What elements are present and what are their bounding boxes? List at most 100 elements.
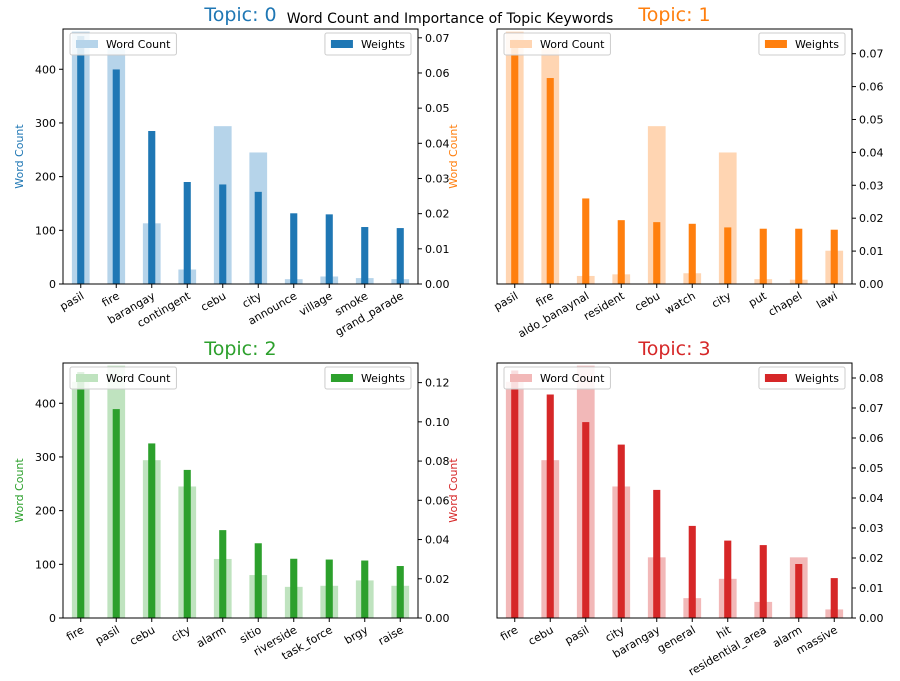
legend-word-count: Word Count (503, 32, 611, 56)
y-tick-label: 300 (35, 451, 56, 464)
y2-tick-label: 0.08 (425, 455, 450, 468)
legend-box (758, 366, 846, 390)
y2-tick-label: 0.04 (859, 492, 884, 505)
y-tick-label: 100 (35, 558, 56, 571)
weight-bar (148, 443, 156, 618)
legend-weights: Weights (324, 366, 412, 390)
x-tick-label: city (709, 289, 733, 310)
y2-tick-label: 0.00 (425, 278, 450, 291)
y2-tick-label: 0.02 (425, 208, 450, 221)
y2-tick-label: 0.04 (425, 534, 450, 547)
legend-swatch (330, 40, 353, 48)
weight-bar (254, 543, 262, 618)
legend-swatch (510, 40, 532, 48)
axes-frame (496, 28, 853, 285)
legend-weights: Weights (758, 32, 846, 56)
weight-bar (617, 444, 625, 618)
weight-bar (396, 228, 404, 284)
legend-word-count: Word Count (69, 32, 177, 56)
x-tick-label: massive (794, 623, 840, 657)
x-tick-label: general (655, 623, 698, 655)
legend-label: Word Count (106, 38, 171, 51)
topic-title: Topic: 1 (637, 4, 710, 26)
legend-box (69, 366, 177, 390)
weight-bar (546, 394, 554, 618)
y2-tick-label: 0.01 (859, 245, 884, 258)
legend-label: Word Count (540, 372, 605, 385)
legend-box (324, 32, 412, 56)
legend-label: Weights (361, 372, 405, 385)
weight-bar (795, 564, 803, 618)
weight-bar (361, 560, 369, 618)
weight-bar (148, 131, 156, 284)
topic-title: Topic: 3 (637, 338, 710, 360)
x-tick-label: alarm (194, 623, 228, 650)
y-axis-label: Word Count (13, 124, 26, 189)
y-axis-label: Word Count (13, 458, 26, 523)
legend-swatch (330, 374, 353, 382)
legend-word-count: Word Count (503, 366, 611, 390)
figure-title: Word Count and Importance of Topic Keywo… (286, 11, 614, 27)
y2-tick-label: 0.04 (859, 146, 884, 159)
weight-bar (183, 469, 191, 618)
legend-box (758, 32, 846, 56)
y2-tick-label: 0.06 (425, 67, 450, 80)
x-tick-label: pasil (93, 623, 122, 647)
y2-tick-label: 0.05 (425, 102, 450, 115)
legend-word-count: Word Count (69, 366, 177, 390)
weight-bar (688, 223, 696, 284)
x-tick-label: cebu (128, 623, 158, 648)
legend-box (69, 32, 177, 56)
weight-bar (361, 227, 369, 284)
y-tick-label: 200 (35, 171, 56, 184)
word-count-bar (718, 152, 737, 284)
x-tick-label: fire (498, 623, 520, 643)
axes-frame (62, 362, 419, 619)
y2-tick-label: 0.00 (425, 612, 450, 625)
weight-bar (183, 182, 191, 284)
legend-box (324, 366, 412, 390)
legend-swatch (764, 374, 787, 382)
weight-bar (830, 578, 838, 618)
topic-panel-3: 0.00 0.01 0.02 0.03 0.04 0.05 0.06 0.07 0.08 fire… (447, 338, 884, 678)
y2-tick-label: 0.08 (859, 372, 884, 385)
weight-bar (77, 36, 85, 284)
y2-tick-label: 0.04 (425, 137, 450, 150)
y-axis-label: Word Count (447, 124, 460, 189)
legend-box (503, 32, 611, 56)
y2-tick-label: 0.07 (859, 402, 884, 415)
x-tick-label: pasil (58, 289, 87, 313)
y-tick-label: 0 (49, 612, 56, 625)
legend-swatch (76, 40, 98, 48)
y2-tick-label: 0.06 (859, 81, 884, 94)
topic-panel-0: 0 100 200 300 400 0.00 0.01 0.02 0.03 0.04 0.05 0.0… (13, 4, 450, 339)
y2-tick-label: 0.05 (859, 113, 884, 126)
x-tick-label: resident (581, 289, 627, 323)
weight-bar (112, 409, 120, 618)
topic-title: Topic: 2 (203, 338, 276, 360)
x-tick-label: fire (100, 289, 122, 309)
legend-label: Word Count (106, 372, 171, 385)
y2-tick-label: 0.03 (859, 522, 884, 535)
y2-tick-label: 0.06 (425, 494, 450, 507)
topic-title: Topic: 0 (203, 4, 276, 26)
weight-bar (653, 222, 661, 284)
weight-bar (396, 566, 404, 618)
weight-bar (724, 540, 732, 618)
weight-bar (290, 213, 298, 284)
topic-panel-1: 0.00 0.01 0.02 0.03 0.04 0.05 0.06 0.07 pasil fir… (447, 4, 884, 340)
x-tick-label: raise (376, 623, 406, 648)
y2-tick-label: 0.06 (859, 432, 884, 445)
legend-weights: Weights (758, 366, 846, 390)
weight-bar (511, 370, 519, 618)
weight-bar (759, 228, 767, 284)
x-tick-label: cebu (199, 289, 229, 314)
weight-bar (112, 69, 120, 284)
legend-label: Weights (361, 38, 405, 51)
y-tick-label: 0 (49, 278, 56, 291)
x-tick-label: city (169, 623, 193, 644)
weight-bar (582, 422, 590, 618)
x-tick-label: pasil (492, 289, 521, 313)
x-tick-label: cebu (633, 289, 663, 314)
